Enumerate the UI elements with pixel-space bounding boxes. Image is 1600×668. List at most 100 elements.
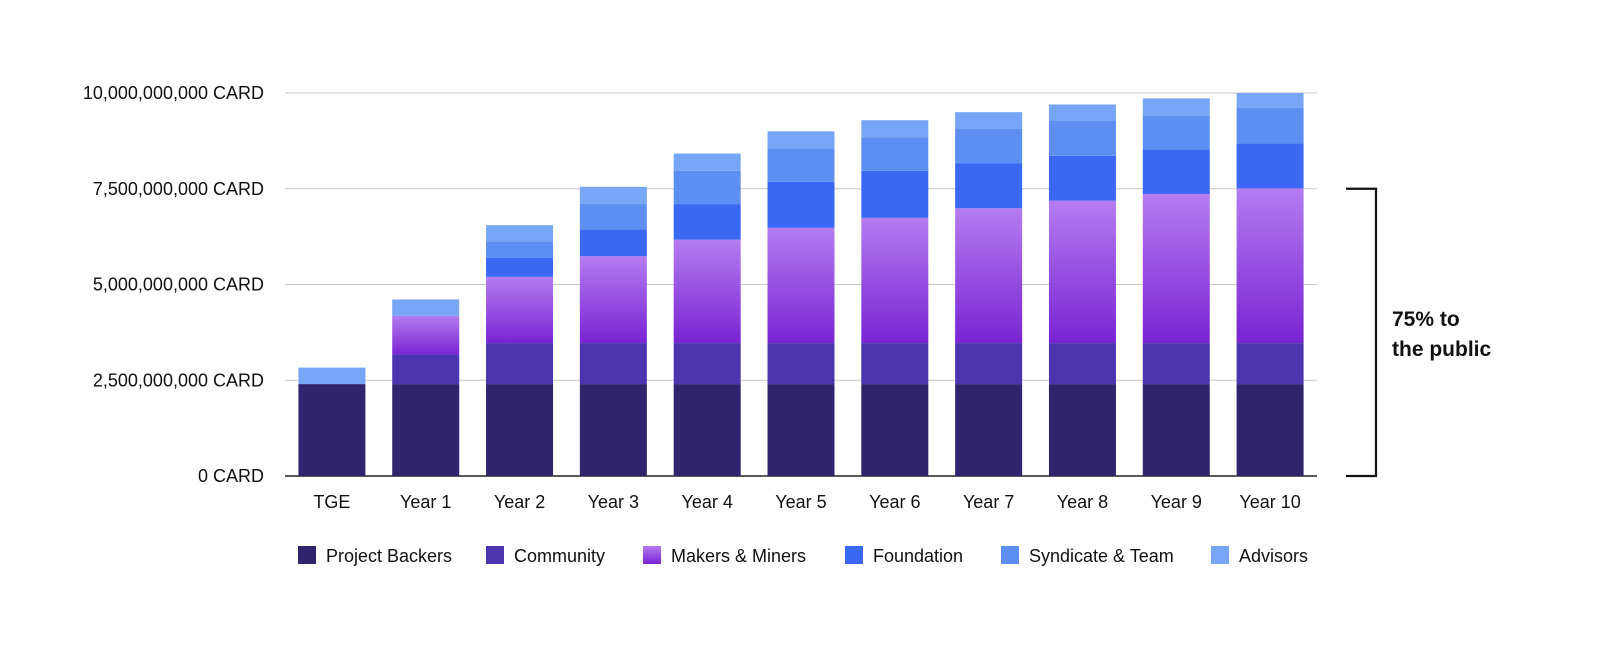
legend-swatch xyxy=(643,546,661,564)
x-tick-label: Year 10 xyxy=(1239,492,1300,512)
bar-segment-makers-miners xyxy=(486,276,554,344)
x-tick-label: Year 3 xyxy=(588,492,639,512)
bar-segment-advisors xyxy=(579,186,647,204)
bar-segment-advisors xyxy=(1142,98,1210,116)
bar-segment-makers-miners xyxy=(1142,194,1210,344)
legend-item: Foundation xyxy=(845,546,963,566)
legend-label: Community xyxy=(514,546,605,566)
bar-segment-community xyxy=(392,354,460,385)
bar-segment-makers-miners xyxy=(1048,200,1116,344)
bar-segment-makers-miners xyxy=(861,217,929,344)
bar-segment-project-backers xyxy=(1236,384,1304,476)
legend-item: Syndicate & Team xyxy=(1001,546,1174,566)
bar-segment-foundation xyxy=(861,170,929,218)
bar-segment-makers-miners xyxy=(673,239,741,344)
bar-segment-project-backers xyxy=(486,384,554,476)
x-tick-label: Year 6 xyxy=(869,492,920,512)
annotation: 75% to the public xyxy=(1346,187,1491,478)
bar-segment-makers-miners xyxy=(392,315,460,355)
bar-segment-advisors xyxy=(298,367,366,385)
bar-segment-makers-miners xyxy=(579,256,647,344)
bar-segment-project-backers xyxy=(1048,384,1116,476)
bar-segment-advisors xyxy=(861,120,929,138)
bar-segment-syndicate-team xyxy=(861,137,929,171)
bar-segment-foundation xyxy=(1236,143,1304,189)
bar-segment-foundation xyxy=(955,163,1023,209)
x-tick-label: Year 9 xyxy=(1151,492,1202,512)
bar-segment-community xyxy=(955,343,1023,385)
bar-segment-project-backers xyxy=(673,384,741,476)
x-tick-label: Year 8 xyxy=(1057,492,1108,512)
bar-segment-community xyxy=(767,343,835,385)
bar-segment-foundation xyxy=(1048,155,1116,201)
bar-segment-community xyxy=(1048,343,1116,385)
bar-segment-advisors xyxy=(767,131,835,149)
legend-label: Advisors xyxy=(1239,546,1308,566)
bar-segment-foundation xyxy=(767,181,835,228)
bar-segment-advisors xyxy=(392,299,460,316)
bar-segment-makers-miners xyxy=(767,227,835,344)
bar-segment-project-backers xyxy=(955,384,1023,476)
bar-segment-project-backers xyxy=(298,384,366,476)
bar-segment-advisors xyxy=(955,112,1023,129)
legend-item: Makers & Miners xyxy=(643,546,806,566)
bar-segment-community xyxy=(486,343,554,385)
annotation-line-2: the public xyxy=(1392,338,1491,361)
bar-segment-syndicate-team xyxy=(1142,115,1210,150)
bar-segment-makers-miners xyxy=(955,208,1023,344)
y-tick-label: 7,500,000,000 CARD xyxy=(93,179,264,199)
legend-label: Project Backers xyxy=(326,546,452,566)
legend-item: Advisors xyxy=(1211,546,1308,566)
bar-segment-project-backers xyxy=(767,384,835,476)
legend-swatch xyxy=(486,546,504,564)
legend: Project Backers Community Makers & Miners F… xyxy=(298,546,1308,566)
bar-segment-advisors xyxy=(486,225,554,242)
bar-segment-syndicate-team xyxy=(673,170,741,205)
bar-segment-community xyxy=(579,343,647,385)
bracket xyxy=(1346,187,1378,478)
bar-segment-syndicate-team xyxy=(955,128,1023,164)
legend-label: Foundation xyxy=(873,546,963,566)
bar-segment-foundation xyxy=(673,204,741,240)
bar-segment-advisors xyxy=(1236,93,1304,108)
legend-item: Project Backers xyxy=(298,546,452,566)
bar-segment-syndicate-team xyxy=(767,148,835,182)
x-tick-label: Year 2 xyxy=(494,492,545,512)
legend-swatch xyxy=(1001,546,1019,564)
legend-label: Syndicate & Team xyxy=(1029,546,1174,566)
y-tick-label: 10,000,000,000 CARD xyxy=(83,83,264,103)
bar-segment-advisors xyxy=(673,153,741,171)
y-tick-label: 5,000,000,000 CARD xyxy=(93,275,264,295)
bar-segment-foundation xyxy=(579,229,647,257)
bar-segment-syndicate-team xyxy=(579,203,647,230)
bar-segment-foundation xyxy=(1142,149,1210,195)
bar-segment-community xyxy=(1142,343,1210,385)
x-tick-label: Year 4 xyxy=(681,492,732,512)
bar-segment-syndicate-team xyxy=(1236,107,1304,144)
bar-segment-project-backers xyxy=(392,384,460,476)
bar-segment-syndicate-team xyxy=(486,241,554,258)
legend-swatch xyxy=(1211,546,1229,564)
bar-segment-syndicate-team xyxy=(1048,120,1116,156)
bar-segment-project-backers xyxy=(579,384,647,476)
legend-item: Community xyxy=(486,546,605,566)
legend-swatch xyxy=(845,546,863,564)
bars xyxy=(298,93,1304,476)
x-tick-label: Year 5 xyxy=(775,492,826,512)
annotation-line-1: 75% to xyxy=(1392,308,1460,331)
bar-segment-community xyxy=(673,343,741,385)
x-tick-label: Year 7 xyxy=(963,492,1014,512)
bar-segment-project-backers xyxy=(1142,384,1210,476)
bar-segment-advisors xyxy=(1048,104,1116,121)
bar-segment-project-backers xyxy=(861,384,929,476)
bar-segment-makers-miners xyxy=(1236,188,1304,344)
y-tick-label: 0 CARD xyxy=(198,466,264,486)
x-tick-label: Year 1 xyxy=(400,492,451,512)
legend-label: Makers & Miners xyxy=(671,546,806,566)
bar-segment-foundation xyxy=(486,257,554,277)
legend-swatch xyxy=(298,546,316,564)
bar-segment-community xyxy=(861,343,929,385)
axes: 0 CARD 2,500,000,000 CARD 5,000,000,000 CA… xyxy=(83,83,1301,512)
